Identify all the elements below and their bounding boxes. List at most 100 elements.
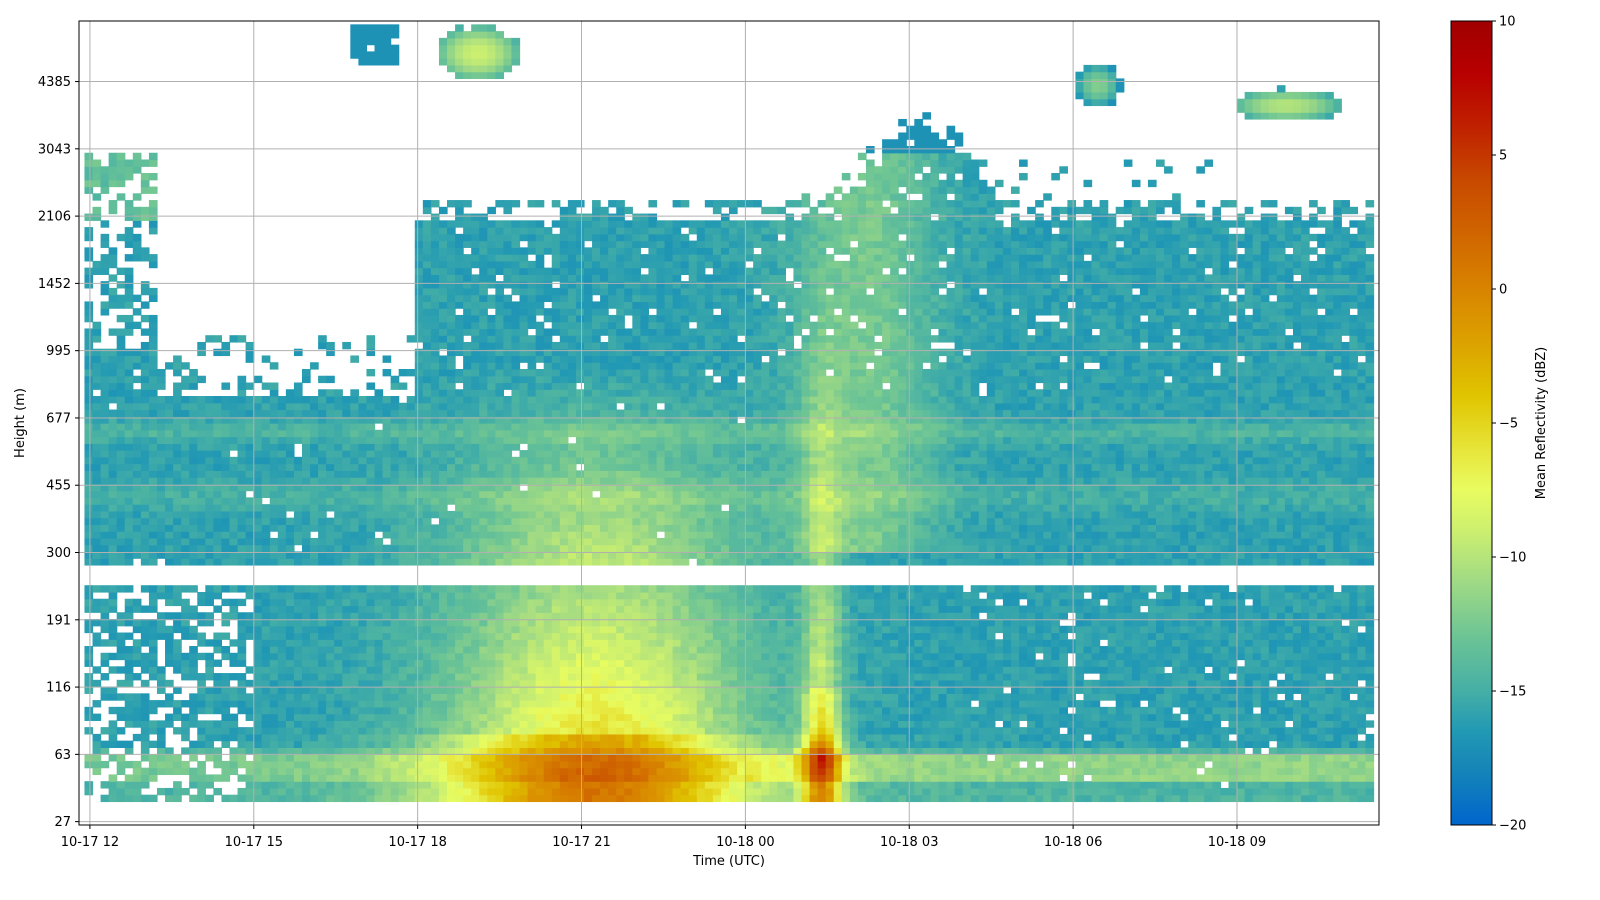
heatmap-cell <box>366 686 376 694</box>
heatmap-cell <box>406 524 416 532</box>
heatmap-cell <box>285 477 295 485</box>
heatmap-cell <box>535 794 545 803</box>
heatmap-cell <box>656 612 666 620</box>
heatmap-cell <box>600 355 609 363</box>
heatmap-cell <box>592 585 601 593</box>
heatmap-cell <box>358 409 368 417</box>
heatmap-cell <box>334 450 343 458</box>
heatmap-cell <box>511 396 521 404</box>
heatmap-cell <box>535 619 545 627</box>
heatmap-cell <box>632 733 641 742</box>
heatmap-cell <box>430 436 440 444</box>
heatmap-cell <box>487 281 496 289</box>
heatmap-cell <box>471 240 480 248</box>
heatmap-cell <box>551 517 561 526</box>
heatmap-cell <box>350 402 359 411</box>
heatmap-cell <box>551 632 561 640</box>
heatmap-cell <box>310 443 319 451</box>
heatmap-cell <box>575 646 585 654</box>
heatmap-cell <box>414 314 424 323</box>
heatmap-cell <box>495 767 505 776</box>
heatmap-cell <box>213 760 223 769</box>
heatmap-cell <box>463 287 472 296</box>
heatmap-cell <box>455 652 464 661</box>
heatmap-cell <box>116 450 126 458</box>
heatmap-cell <box>527 713 537 721</box>
heatmap-cell <box>511 720 521 728</box>
heatmap-cell <box>318 740 327 748</box>
heatmap-cell <box>358 524 368 532</box>
heatmap-cell <box>543 693 553 701</box>
heatmap-cell <box>438 206 448 215</box>
heatmap-cell <box>503 450 513 458</box>
heatmap-cell <box>632 598 641 607</box>
heatmap-cell <box>366 646 376 654</box>
heatmap-cell <box>455 504 464 512</box>
heatmap-cell <box>600 314 609 323</box>
heatmap-cell <box>616 585 625 593</box>
heatmap-cell <box>165 490 174 498</box>
heatmap-cell <box>116 456 126 465</box>
heatmap-cell <box>616 477 625 485</box>
heatmap-cell <box>398 774 408 782</box>
heatmap-cell <box>374 517 384 526</box>
heatmap-cell <box>640 504 650 512</box>
heatmap-cell <box>237 693 247 701</box>
heatmap-cell <box>616 774 625 782</box>
heatmap-cell <box>608 233 617 242</box>
heatmap-cell <box>543 531 553 539</box>
heatmap-cell <box>527 396 537 404</box>
heatmap-cell <box>559 693 569 701</box>
heatmap-cell <box>84 355 94 363</box>
heatmap-cell <box>600 206 609 215</box>
heatmap-cell <box>124 585 134 593</box>
heatmap-cell <box>438 294 448 303</box>
heatmap-cell <box>116 355 126 363</box>
heatmap-cell <box>479 551 488 559</box>
heatmap-cell <box>495 605 505 613</box>
heatmap-cell <box>414 233 424 242</box>
heatmap-cell <box>318 517 327 526</box>
heatmap-cell <box>608 409 617 417</box>
heatmap-cell <box>318 781 327 789</box>
heatmap-cell <box>165 483 174 492</box>
heatmap-cell <box>285 544 295 553</box>
heatmap-cell <box>269 760 279 769</box>
heatmap-cell <box>616 544 625 553</box>
heatmap-cell <box>390 477 400 485</box>
heatmap-cell <box>608 740 617 748</box>
heatmap-cell <box>237 483 247 492</box>
heatmap-cell <box>326 423 335 431</box>
heatmap-cell <box>640 774 650 782</box>
heatmap-cell <box>350 470 359 478</box>
heatmap-cell <box>358 774 368 782</box>
heatmap-cell <box>173 436 182 444</box>
heatmap-cell <box>382 686 392 694</box>
heatmap-cell <box>181 510 190 519</box>
heatmap-cell <box>616 639 625 647</box>
heatmap-cell <box>511 220 521 228</box>
heatmap-cell <box>237 625 247 634</box>
heatmap-cell <box>600 767 609 776</box>
heatmap-cell <box>84 625 94 634</box>
heatmap-cell <box>648 774 658 782</box>
heatmap-cell <box>583 402 593 411</box>
heatmap-cell <box>374 31 384 39</box>
heatmap-cell <box>285 517 295 526</box>
heatmap-cell <box>559 767 569 776</box>
heatmap-cell <box>551 551 561 559</box>
heatmap-cell <box>116 646 126 654</box>
heatmap-cell <box>334 706 343 715</box>
heatmap-cell <box>148 443 158 451</box>
heatmap-cell <box>600 477 609 485</box>
heatmap-cell <box>503 436 513 444</box>
heatmap-cell <box>342 632 351 640</box>
heatmap-cell <box>616 558 625 566</box>
heatmap-cell <box>527 477 537 485</box>
heatmap-cell <box>245 348 255 357</box>
heatmap-cell <box>535 531 545 539</box>
heatmap-cell <box>567 267 577 275</box>
heatmap-cell <box>253 443 263 451</box>
heatmap-cell <box>551 463 561 471</box>
heatmap-cell <box>285 652 295 661</box>
